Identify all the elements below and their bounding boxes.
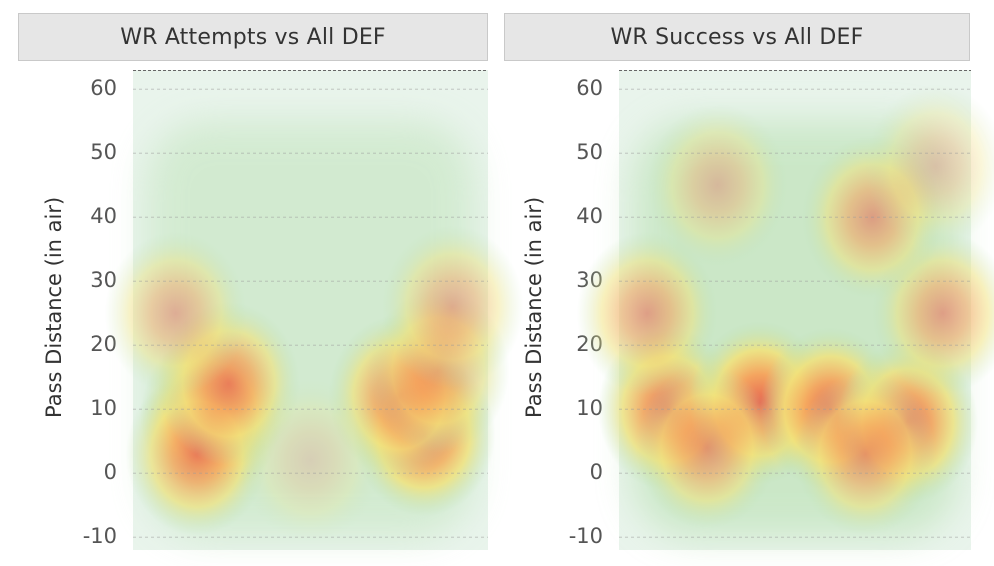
- y-axis-label: Pass Distance (in air): [42, 196, 66, 418]
- heatmap-hotspot: [647, 103, 788, 267]
- y-tick-label: 50: [90, 140, 117, 165]
- chart-panel-right: WR Success vs All DEF Pass Distance (in …: [494, 0, 994, 566]
- heatmap-hotspot: [381, 225, 524, 389]
- y-tick-label: 40: [576, 204, 603, 229]
- heatmap-hotspot: [576, 231, 718, 395]
- y-tick-label: -10: [568, 524, 603, 549]
- chart-panel-left: WR Attempts vs All DEF Pass Distance (in…: [0, 0, 524, 566]
- y-tick-label: 10: [576, 396, 603, 421]
- y-tick-label: 60: [576, 76, 603, 101]
- chart-title: WR Attempts vs All DEF: [18, 13, 488, 61]
- heatmap-hotspot: [239, 378, 382, 542]
- y-tick-label: 10: [90, 396, 117, 421]
- chart-title: WR Success vs All DEF: [504, 13, 970, 61]
- y-tick-label: 60: [90, 76, 117, 101]
- heatmap-plot: [576, 70, 994, 550]
- y-tick-label: 0: [589, 460, 603, 485]
- heatmap-hotspot: [636, 366, 778, 530]
- y-axis-label: Pass Distance (in air): [522, 196, 546, 418]
- heatmap-hotspot: [104, 231, 247, 395]
- y-tick-label: -10: [82, 524, 117, 549]
- heatmap-hotspot: [865, 84, 994, 248]
- heatmap-hotspot: [795, 372, 936, 536]
- y-tick-label: 0: [103, 460, 117, 485]
- heatmap-plot: [104, 70, 524, 550]
- y-tick-label: 40: [90, 204, 117, 229]
- y-tick-label: 50: [576, 140, 603, 165]
